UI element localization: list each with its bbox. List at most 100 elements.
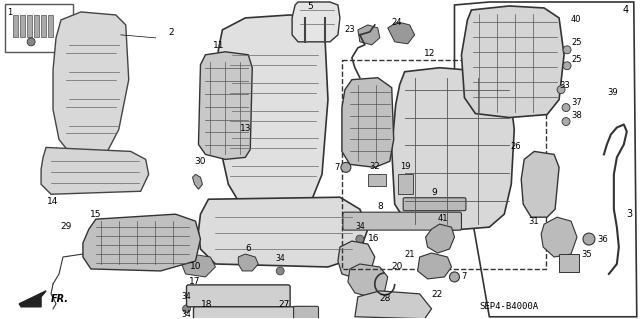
Polygon shape	[338, 241, 375, 279]
Text: 24: 24	[392, 18, 402, 27]
Bar	[34, 15, 39, 37]
Polygon shape	[193, 174, 202, 189]
Circle shape	[341, 162, 351, 172]
Text: 4: 4	[623, 5, 629, 15]
Polygon shape	[521, 152, 559, 217]
Text: 22: 22	[431, 290, 443, 299]
Text: 32: 32	[369, 162, 380, 171]
Circle shape	[276, 267, 284, 275]
Polygon shape	[180, 254, 216, 277]
Text: 34: 34	[182, 292, 191, 301]
FancyBboxPatch shape	[294, 306, 319, 319]
Text: FR.: FR.	[51, 294, 69, 304]
Bar	[397, 174, 413, 194]
Text: 28: 28	[379, 294, 390, 303]
Text: 9: 9	[432, 188, 437, 197]
Text: 35: 35	[581, 250, 591, 259]
Bar	[27, 15, 32, 37]
Text: 6: 6	[245, 244, 251, 253]
Text: 41: 41	[437, 214, 448, 223]
Bar	[41, 15, 46, 37]
Text: 27: 27	[279, 300, 290, 309]
Text: 11: 11	[212, 41, 224, 50]
Polygon shape	[358, 25, 380, 45]
Polygon shape	[53, 12, 129, 160]
Polygon shape	[418, 253, 451, 279]
Polygon shape	[454, 2, 637, 317]
Polygon shape	[292, 2, 340, 42]
Text: 7: 7	[335, 163, 340, 172]
Text: 25: 25	[571, 38, 582, 47]
Circle shape	[27, 38, 35, 46]
Polygon shape	[198, 197, 368, 267]
Text: 40: 40	[571, 15, 582, 24]
Text: 33: 33	[559, 81, 570, 90]
Text: 34: 34	[182, 310, 191, 319]
Bar	[20, 15, 25, 37]
Text: 30: 30	[195, 157, 206, 167]
Polygon shape	[216, 15, 328, 219]
Text: 16: 16	[368, 234, 380, 243]
Bar	[5, 4, 73, 52]
Text: 31: 31	[529, 217, 539, 226]
Text: 19: 19	[400, 162, 410, 171]
Text: 23: 23	[344, 25, 355, 34]
Circle shape	[356, 235, 364, 243]
Text: 21: 21	[404, 250, 415, 259]
Text: 26: 26	[511, 142, 521, 152]
Text: 39: 39	[607, 88, 618, 97]
Circle shape	[449, 272, 460, 282]
Text: 18: 18	[200, 300, 212, 309]
Circle shape	[563, 46, 571, 54]
Polygon shape	[541, 217, 577, 257]
Circle shape	[562, 117, 570, 125]
Polygon shape	[83, 214, 200, 271]
Text: 17: 17	[189, 277, 200, 286]
Bar	[342, 60, 546, 269]
Bar	[559, 254, 579, 272]
Text: 34: 34	[355, 222, 365, 231]
Polygon shape	[342, 78, 394, 167]
Text: 5: 5	[307, 2, 313, 11]
Text: 34: 34	[275, 254, 285, 263]
Polygon shape	[238, 254, 258, 271]
Bar	[368, 174, 386, 186]
Polygon shape	[41, 147, 148, 194]
Bar	[48, 15, 53, 37]
FancyBboxPatch shape	[343, 212, 461, 230]
FancyBboxPatch shape	[193, 307, 307, 319]
Text: 1: 1	[7, 8, 12, 17]
Text: 14: 14	[47, 197, 59, 206]
Polygon shape	[348, 264, 388, 297]
Text: 12: 12	[424, 49, 435, 58]
Circle shape	[562, 104, 570, 112]
Text: 2: 2	[168, 28, 174, 37]
Polygon shape	[388, 22, 415, 44]
Polygon shape	[461, 6, 564, 117]
FancyBboxPatch shape	[403, 198, 466, 211]
Polygon shape	[426, 224, 454, 253]
Text: 15: 15	[90, 210, 102, 219]
Circle shape	[583, 233, 595, 245]
Polygon shape	[392, 68, 515, 231]
Text: 7: 7	[461, 272, 467, 281]
Polygon shape	[355, 291, 431, 319]
Text: 38: 38	[571, 111, 582, 120]
Text: 10: 10	[189, 262, 201, 271]
Bar	[13, 15, 18, 37]
Text: 8: 8	[377, 202, 383, 211]
Circle shape	[563, 62, 571, 70]
Circle shape	[182, 305, 191, 313]
Text: 13: 13	[239, 124, 251, 133]
Polygon shape	[19, 291, 46, 307]
Circle shape	[557, 86, 565, 94]
Polygon shape	[198, 52, 252, 160]
FancyBboxPatch shape	[186, 285, 290, 307]
Text: 37: 37	[571, 98, 582, 107]
Text: 3: 3	[627, 209, 633, 219]
Text: 29: 29	[60, 222, 72, 231]
Text: 20: 20	[392, 262, 403, 271]
Text: 36: 36	[597, 234, 607, 244]
Text: SEP4-B4000A: SEP4-B4000A	[480, 302, 539, 311]
Text: 25: 25	[571, 55, 582, 64]
